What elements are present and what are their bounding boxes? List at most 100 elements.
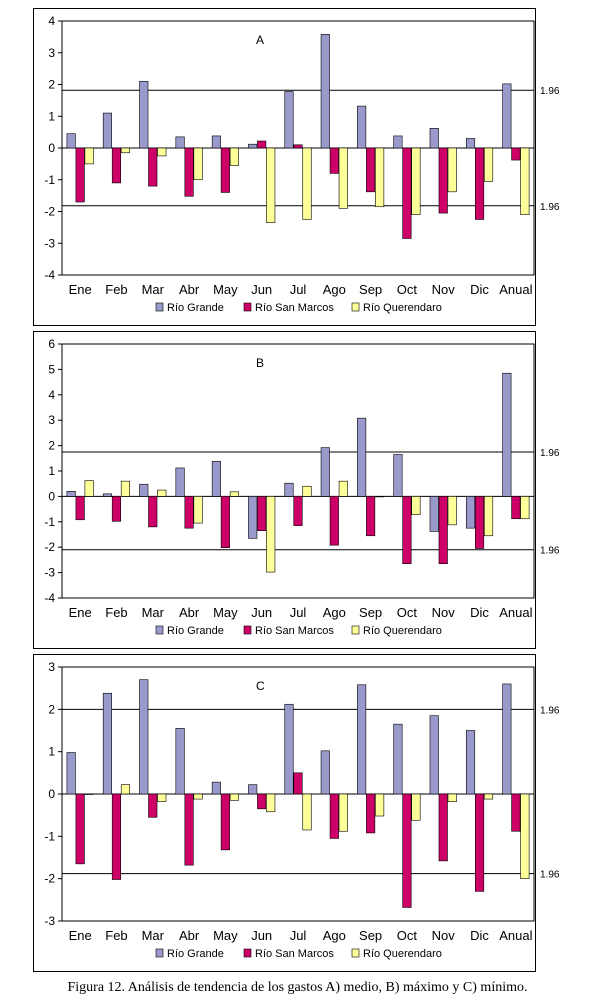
y-tick-label: 3 bbox=[48, 46, 55, 60]
bar-rio-san-marcos bbox=[184, 147, 194, 197]
x-tick-label: May bbox=[213, 282, 238, 297]
reference-label: 1.96 bbox=[540, 86, 560, 97]
bar-rio-querendaro bbox=[302, 485, 312, 497]
bar-rio-querendaro bbox=[520, 147, 530, 215]
x-tick-label: Mar bbox=[142, 928, 165, 943]
bar-rio-san-marcos bbox=[148, 793, 158, 818]
bar-rio-grande bbox=[66, 133, 76, 149]
x-tick-label: May bbox=[213, 605, 238, 620]
bar-rio-querendaro bbox=[229, 491, 239, 497]
y-tick-label: -3 bbox=[44, 236, 55, 250]
bar-rio-san-marcos bbox=[220, 793, 230, 851]
x-tick-label: Oct bbox=[397, 282, 418, 297]
bar-rio-querendaro bbox=[193, 147, 203, 181]
x-tick-label: Dic bbox=[470, 605, 489, 620]
bar-rio-grande bbox=[102, 112, 113, 149]
x-tick-label: Oct bbox=[397, 605, 418, 620]
bar-rio-querendaro bbox=[84, 147, 94, 165]
bar-rio-san-marcos bbox=[257, 793, 267, 810]
bar-rio-san-marcos bbox=[184, 496, 194, 529]
legend-label-rio-grande: Río Grande bbox=[167, 948, 224, 960]
plot-area bbox=[61, 343, 535, 599]
bar-rio-grande bbox=[357, 684, 367, 795]
bar-rio-grande bbox=[284, 91, 294, 149]
bar-rio-san-marcos bbox=[511, 496, 521, 520]
bar-rio-san-marcos bbox=[474, 147, 485, 220]
bar-rio-querendaro bbox=[483, 793, 494, 800]
y-tick-label: 4 bbox=[48, 14, 55, 28]
bar-rio-grande bbox=[66, 491, 76, 497]
bar-rio-grande bbox=[139, 679, 149, 795]
bar-rio-grande bbox=[248, 784, 258, 795]
bar-rio-grande bbox=[465, 730, 476, 795]
bar-rio-san-marcos bbox=[111, 793, 122, 880]
y-tick-label: -2 bbox=[44, 872, 55, 886]
bar-rio-san-marcos bbox=[111, 496, 122, 522]
bar-rio-grande bbox=[102, 493, 113, 497]
bar-rio-querendaro bbox=[229, 793, 239, 801]
bar-rio-san-marcos bbox=[329, 793, 339, 839]
chart-panel-b: -4 -3 -2 -1 0 1 2 3 4 5 6 1.96 1.96 B Ene Feb Mar Abr May J… bbox=[33, 331, 560, 649]
x-tick-label: Abr bbox=[179, 605, 200, 620]
bar-rio-san-marcos bbox=[75, 496, 85, 521]
bar-rio-querendaro bbox=[375, 793, 385, 817]
x-tick-label: Jul bbox=[290, 605, 307, 620]
bar-rio-san-marcos bbox=[75, 147, 85, 203]
y-tick-label: 2 bbox=[48, 439, 55, 453]
bar-rio-san-marcos bbox=[184, 793, 194, 866]
legend-swatch-rio-grande bbox=[155, 302, 164, 312]
bar-rio-san-marcos bbox=[257, 140, 267, 149]
bar-rio-san-marcos bbox=[474, 496, 485, 549]
bar-rio-querendaro bbox=[447, 496, 457, 526]
bar-rio-san-marcos bbox=[438, 793, 448, 862]
chart-title: B bbox=[256, 356, 264, 370]
x-tick-label: Feb bbox=[105, 605, 127, 620]
bar-rio-grande bbox=[139, 81, 149, 149]
x-tick-label: Feb bbox=[105, 928, 127, 943]
x-tick-label: Ene bbox=[69, 605, 92, 620]
legend-swatch-rio-grande bbox=[155, 625, 164, 635]
bar-rio-san-marcos bbox=[474, 793, 485, 892]
bar-rio-grande bbox=[393, 723, 403, 795]
legend-swatch-rio-grande bbox=[155, 948, 164, 958]
x-tick-label: Feb bbox=[105, 282, 127, 297]
bar-rio-grande bbox=[320, 447, 330, 497]
bar-rio-querendaro bbox=[193, 793, 203, 800]
x-tick-label: Anual bbox=[499, 605, 532, 620]
legend-swatch-rio-san-marcos bbox=[243, 625, 252, 635]
bar-rio-san-marcos bbox=[293, 144, 303, 149]
chart-panel-c: -3 -2 -1 0 1 2 3 1.96 1.96 C Ene Feb Mar Abr May Jun Jul… bbox=[33, 654, 560, 972]
x-tick-label: Jun bbox=[251, 928, 272, 943]
legend-swatch-rio-querendaro bbox=[351, 948, 360, 958]
bar-rio-grande bbox=[211, 461, 221, 497]
bar-rio-querendaro bbox=[447, 793, 457, 802]
reference-label: 1.96 bbox=[540, 546, 560, 557]
x-tick-label: Mar bbox=[142, 605, 165, 620]
y-tick-label: -1 bbox=[44, 829, 55, 843]
bar-rio-san-marcos bbox=[438, 496, 448, 565]
legend-swatch-rio-san-marcos bbox=[243, 302, 252, 312]
bar-rio-querendaro bbox=[483, 496, 494, 537]
y-tick-label: 3 bbox=[48, 660, 55, 674]
bar-rio-grande bbox=[248, 496, 258, 539]
bar-rio-san-marcos bbox=[293, 772, 303, 795]
legend-swatch-rio-san-marcos bbox=[243, 948, 252, 958]
x-tick-label: Ago bbox=[323, 605, 346, 620]
x-tick-label: Nov bbox=[432, 605, 456, 620]
bar-rio-grande bbox=[357, 105, 367, 149]
x-tick-label: Mar bbox=[142, 282, 165, 297]
y-tick-label: 6 bbox=[48, 337, 55, 351]
y-tick-label: -1 bbox=[44, 173, 55, 187]
x-tick-label: Ago bbox=[323, 928, 346, 943]
x-tick-label: Jul bbox=[290, 928, 307, 943]
y-tick-label: -2 bbox=[44, 540, 55, 554]
x-tick-label: Nov bbox=[432, 928, 456, 943]
bar-rio-san-marcos bbox=[148, 147, 158, 187]
bar-rio-grande bbox=[502, 83, 512, 149]
reference-label: 1.96 bbox=[540, 705, 560, 716]
bar-rio-querendaro bbox=[520, 496, 530, 520]
bar-rio-querendaro bbox=[302, 793, 312, 831]
y-tick-label: 3 bbox=[48, 413, 55, 427]
y-tick-label: -2 bbox=[44, 205, 55, 219]
legend-label-rio-san-marcos: Río San Marcos bbox=[255, 625, 334, 637]
